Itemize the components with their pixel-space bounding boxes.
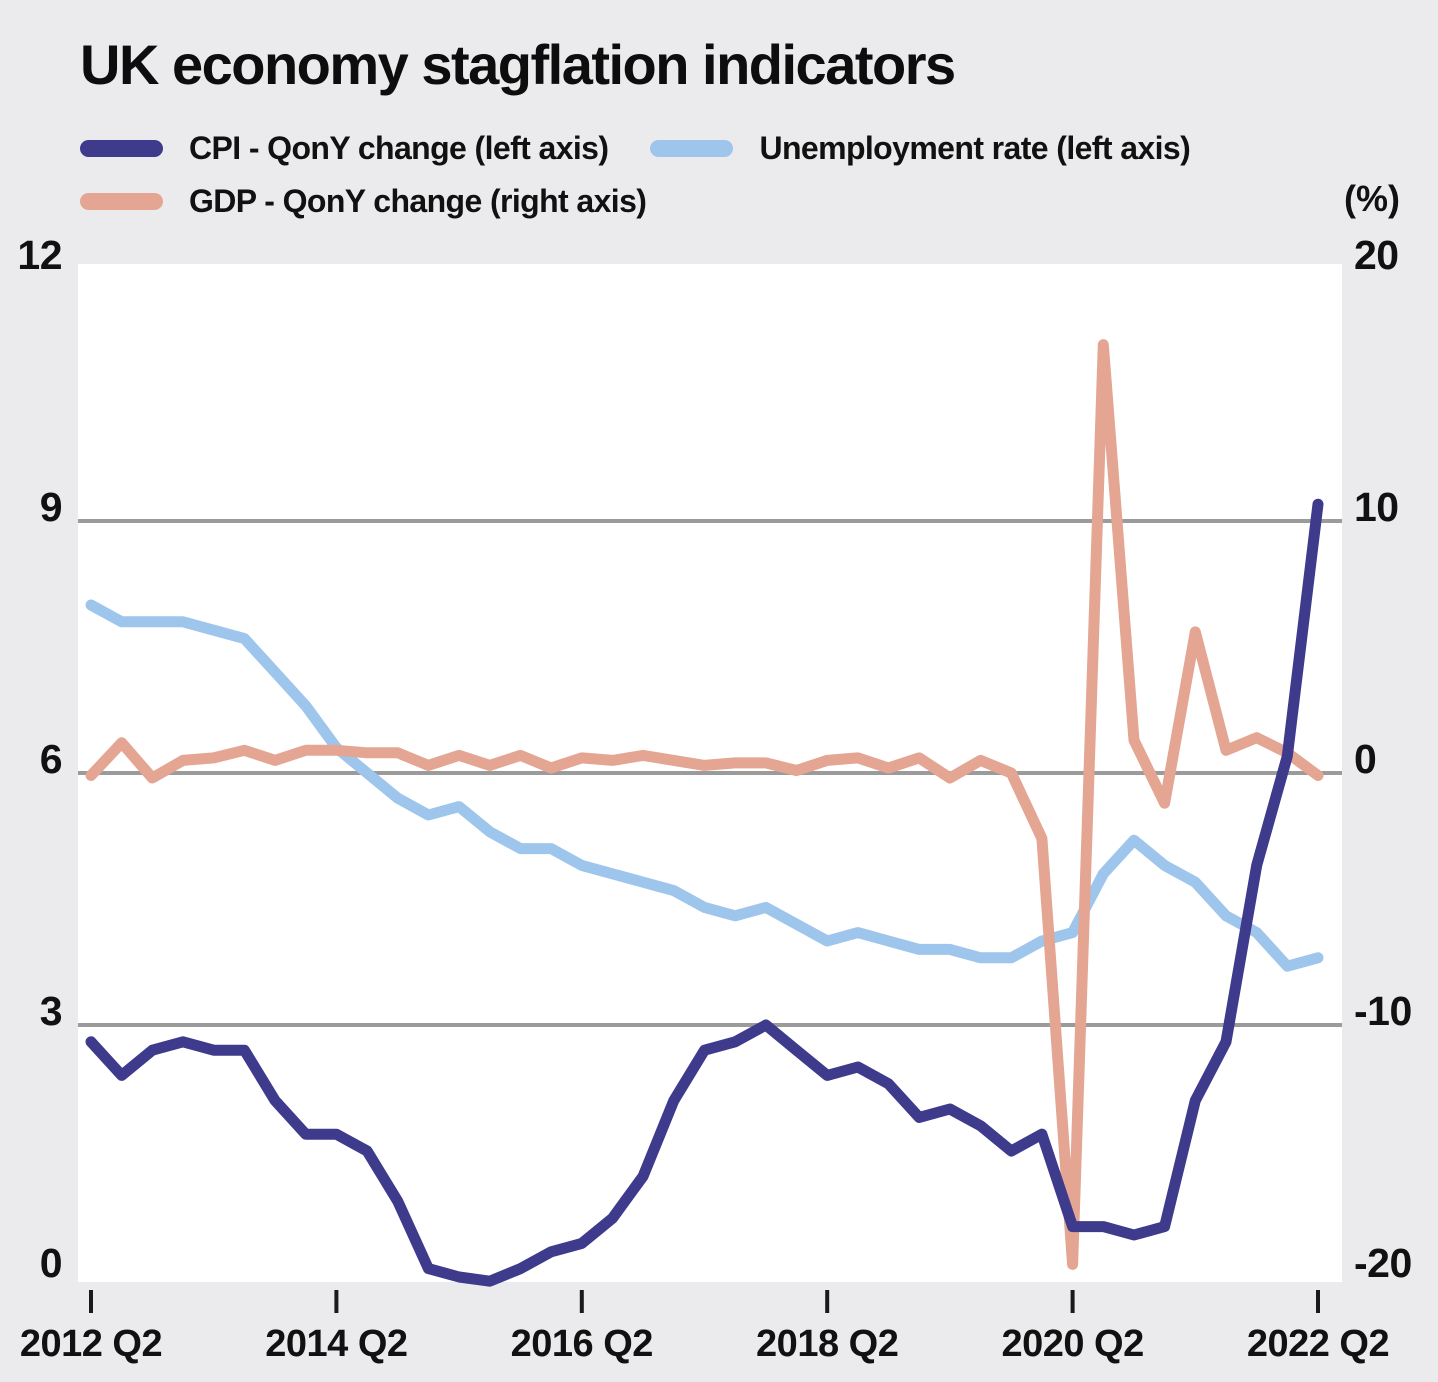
x-tick-label-2018-Q2: 2018 Q2 — [756, 1323, 898, 1365]
legend-label-cpi: CPI - QonY change (left axis) — [189, 130, 609, 166]
left-axis-label-0: 0 — [40, 1240, 62, 1286]
left-axis-label-12: 12 — [17, 232, 62, 278]
unemployment-swatch-icon — [650, 140, 734, 157]
cpi-line — [85, 498, 1324, 1287]
right-axis-label-10: 10 — [1354, 484, 1399, 530]
left-axis-label-9: 9 — [40, 484, 62, 530]
right-axis-label--10: -10 — [1354, 988, 1412, 1034]
gdp-swatch-icon — [80, 193, 163, 210]
x-tick-label-2022-Q2: 2022 Q2 — [1247, 1323, 1389, 1365]
cpi-swatch-icon — [80, 140, 163, 157]
legend-item-cpi: CPI - QonY change (left axis) — [80, 130, 609, 167]
unit-label: (%) — [1344, 178, 1400, 219]
legend-item-gdp: GDP - QonY change (right axis) — [80, 183, 647, 220]
legend-item-unemployment: Unemployment rate (left axis) — [650, 130, 1191, 167]
legend-row-1: CPI - QonY change (left axis) Unemployme… — [80, 130, 1232, 167]
legend-label-unemployment: Unemployment rate (left axis) — [759, 130, 1191, 166]
left-axis-label-6: 6 — [40, 736, 62, 782]
chart-title: UK economy stagflation indicators — [80, 33, 956, 96]
legend: CPI - QonY change (left axis) Unemployme… — [80, 130, 1232, 236]
gdp-line — [85, 339, 1324, 1270]
right-axis-label-20: 20 — [1354, 232, 1399, 278]
unemployment-line — [85, 599, 1324, 972]
x-tick-label-2014-Q2: 2014 Q2 — [265, 1323, 407, 1365]
x-tick-label-2012-Q2: 2012 Q2 — [20, 1323, 162, 1365]
x-tick-label-2020-Q2: 2020 Q2 — [1001, 1323, 1143, 1365]
left-axis-label-3: 3 — [40, 988, 62, 1034]
legend-label-gdp: GDP - QonY change (right axis) — [189, 183, 647, 219]
right-axis-label--20: -20 — [1354, 1240, 1412, 1286]
x-tick-label-2016-Q2: 2016 Q2 — [511, 1323, 653, 1365]
legend-row-2: GDP - QonY change (right axis) — [80, 183, 1232, 220]
right-axis-label-0: 0 — [1354, 736, 1376, 782]
